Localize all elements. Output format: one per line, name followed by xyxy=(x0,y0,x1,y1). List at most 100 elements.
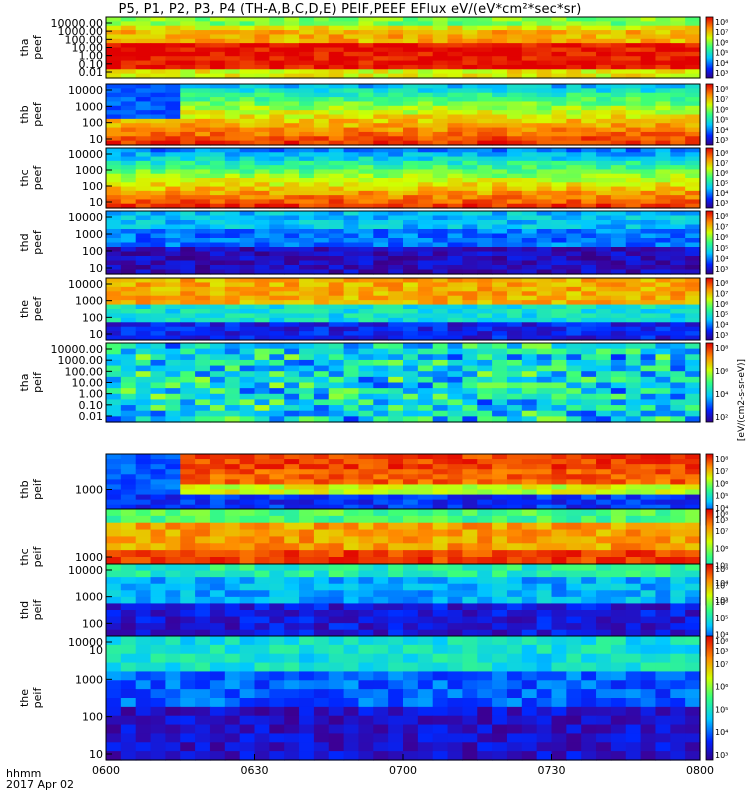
heatmap-cell xyxy=(596,64,612,70)
heatmap-cell xyxy=(447,300,463,306)
heatmap-cell xyxy=(625,459,642,465)
heatmap-cell xyxy=(269,101,285,107)
heatmap-cell xyxy=(373,590,389,598)
heatmap-cell xyxy=(566,233,582,239)
heatmap-cell xyxy=(417,84,434,89)
heatmap-cell xyxy=(120,577,137,585)
heatmap-cell xyxy=(254,343,270,350)
heatmap-cell xyxy=(432,220,449,226)
heatmap-cell xyxy=(209,127,226,133)
heatmap-cell xyxy=(328,203,345,209)
heatmap-cell xyxy=(358,110,374,116)
heatmap-cell xyxy=(640,156,657,162)
heatmap-cell xyxy=(506,47,523,53)
heatmap-cell xyxy=(506,309,523,315)
heatmap-cell xyxy=(417,529,434,538)
heatmap-cell xyxy=(343,182,360,188)
heatmap-cell xyxy=(299,557,315,565)
heatmap-cell xyxy=(610,610,627,618)
heatmap-cell xyxy=(432,489,449,496)
heatmap-cell xyxy=(506,123,523,129)
heatmap-cell xyxy=(477,148,493,153)
heatmap-cell xyxy=(358,295,374,301)
heatmap-cell xyxy=(417,331,434,337)
heatmap-cell xyxy=(254,105,270,111)
heatmap-cell xyxy=(239,509,256,517)
heatmap-cell xyxy=(106,583,122,591)
heatmap-cell xyxy=(165,570,181,578)
heatmap-cell xyxy=(492,260,508,266)
heatmap-cell xyxy=(165,354,181,361)
heatmap-cell xyxy=(180,229,196,235)
heatmap-cell xyxy=(165,536,181,544)
heatmap-cell xyxy=(417,160,434,166)
heatmap-cell xyxy=(610,203,627,209)
heatmap-cell xyxy=(447,30,463,36)
heatmap-cell xyxy=(655,233,671,239)
heatmap-cell xyxy=(506,529,523,538)
heatmap-cell xyxy=(239,529,256,538)
heatmap-cell xyxy=(640,550,657,558)
heatmap-cell xyxy=(625,47,642,53)
heatmap-cell xyxy=(299,105,315,111)
heatmap-cell xyxy=(685,393,701,401)
heatmap-cell xyxy=(328,251,345,257)
heatmap-cell xyxy=(581,410,597,417)
heatmap-cell xyxy=(269,522,285,531)
heatmap-cell xyxy=(521,148,538,153)
heatmap-cell xyxy=(373,127,389,133)
heatmap-cell xyxy=(299,118,315,124)
heatmap-cell xyxy=(432,371,449,378)
heatmap-cell xyxy=(432,242,449,248)
heatmap-cell xyxy=(224,140,241,146)
heatmap-cell xyxy=(596,165,612,171)
heatmap-cell xyxy=(536,376,553,384)
heatmap-cell xyxy=(284,577,300,585)
heatmap-cell xyxy=(106,300,122,306)
heatmap-cell xyxy=(417,195,434,201)
heatmap-cell xyxy=(581,300,597,306)
heatmap-cell xyxy=(224,282,241,288)
heatmap-cell xyxy=(165,550,181,558)
heatmap-cell xyxy=(596,577,612,585)
heatmap-cell xyxy=(284,499,300,506)
heatmap-cell xyxy=(239,583,256,591)
heatmap-cell xyxy=(239,190,256,196)
heatmap-cell xyxy=(506,504,523,511)
heatmap-cell xyxy=(388,47,404,53)
heatmap-cell xyxy=(492,43,508,49)
heatmap-cell xyxy=(373,399,389,406)
heatmap-cell xyxy=(224,215,241,221)
heatmap-cell xyxy=(655,309,671,315)
heatmap-cell xyxy=(432,64,449,70)
heatmap-cell xyxy=(566,51,582,57)
heatmap-cell xyxy=(343,376,360,384)
heatmap-cell xyxy=(596,69,612,75)
heatmap-cell xyxy=(462,92,478,98)
heatmap-cell xyxy=(477,335,493,341)
heatmap-cell xyxy=(195,410,211,417)
heatmap-cell xyxy=(358,220,374,226)
heatmap-cell xyxy=(581,265,597,271)
heatmap-cell xyxy=(417,69,434,75)
heatmap-cell xyxy=(343,509,360,517)
heatmap-cell xyxy=(432,291,449,297)
heatmap-cell xyxy=(566,590,582,598)
heatmap-cell xyxy=(120,309,137,315)
heatmap-cell xyxy=(373,110,389,116)
heatmap-cell xyxy=(536,300,553,306)
heatmap-cell xyxy=(625,522,642,531)
heatmap-cell xyxy=(120,603,137,611)
heatmap-cell xyxy=(299,529,315,538)
heatmap-cell xyxy=(328,136,345,142)
heatmap-cell xyxy=(358,25,374,31)
heatmap-cell xyxy=(180,199,196,205)
heatmap-cell xyxy=(313,160,330,166)
heatmap-cell xyxy=(254,148,270,153)
heatmap-cell xyxy=(224,220,241,226)
heatmap-cell xyxy=(224,515,241,524)
heatmap-cell xyxy=(610,596,627,605)
heatmap-cell xyxy=(388,509,404,517)
heatmap-cell xyxy=(492,165,508,171)
heatmap-cell xyxy=(150,38,166,44)
